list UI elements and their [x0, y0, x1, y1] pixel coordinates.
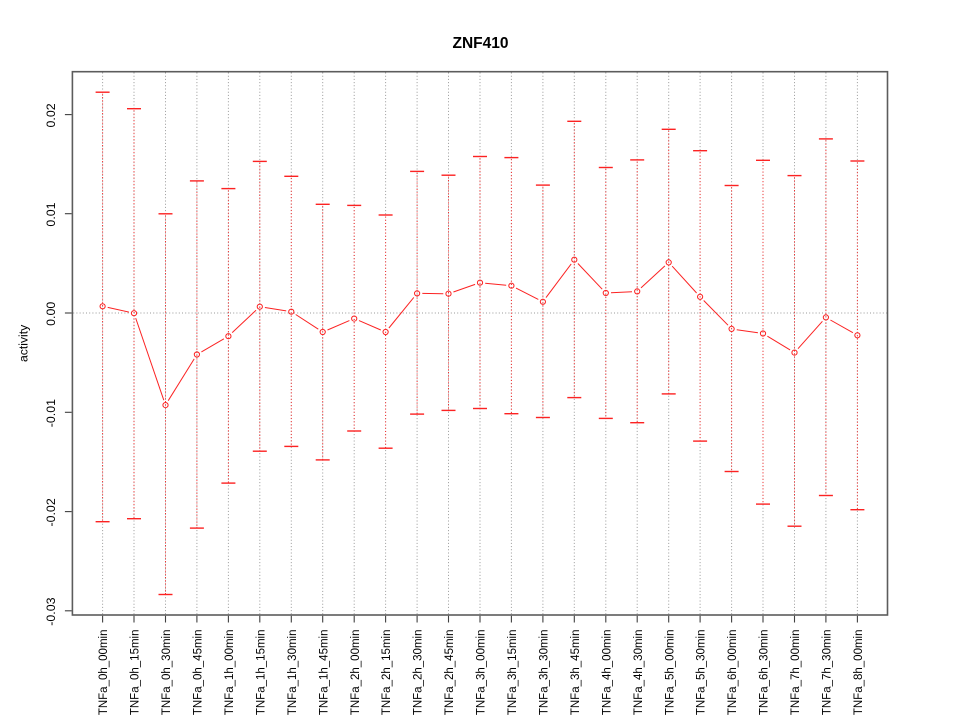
svg-text:TNFa_4h_30min: TNFa_4h_30min: [633, 630, 645, 716]
svg-text:TNFa_3h_30min: TNFa_3h_30min: [539, 630, 551, 716]
svg-text:TNFa_3h_15min: TNFa_3h_15min: [507, 630, 519, 716]
svg-text:TNFa_1h_15min: TNFa_1h_15min: [255, 630, 267, 716]
svg-text:TNFa_7h_30min: TNFa_7h_30min: [822, 630, 834, 716]
svg-text:TNFa_1h_30min: TNFa_1h_30min: [287, 630, 299, 716]
svg-text:TNFa_0h_30min: TNFa_0h_30min: [161, 630, 173, 716]
svg-text:TNFa_6h_00min: TNFa_6h_00min: [727, 630, 739, 716]
svg-text:TNFa_3h_45min: TNFa_3h_45min: [570, 630, 582, 716]
svg-text:TNFa_7h_00min: TNFa_7h_00min: [790, 630, 802, 716]
svg-text:TNFa_3h_00min: TNFa_3h_00min: [476, 630, 488, 716]
svg-text:TNFa_2h_30min: TNFa_2h_30min: [413, 630, 425, 716]
svg-text:TNFa_4h_00min: TNFa_4h_00min: [601, 630, 613, 716]
svg-text:0.01: 0.01: [44, 202, 58, 226]
svg-text:TNFa_0h_15min: TNFa_0h_15min: [130, 630, 142, 716]
svg-text:TNFa_1h_00min: TNFa_1h_00min: [224, 630, 236, 716]
svg-text:-0.03: -0.03: [44, 597, 58, 625]
svg-text:-0.02: -0.02: [44, 498, 58, 526]
svg-text:TNFa_2h_00min: TNFa_2h_00min: [350, 630, 362, 716]
svg-text:0.02: 0.02: [44, 103, 58, 127]
svg-text:ZNF410: ZNF410: [453, 35, 509, 52]
svg-text:activity: activity: [17, 324, 31, 362]
svg-text:TNFa_2h_15min: TNFa_2h_15min: [381, 630, 393, 716]
svg-text:TNFa_1h_45min: TNFa_1h_45min: [318, 630, 330, 716]
svg-text:TNFa_0h_45min: TNFa_0h_45min: [193, 630, 205, 716]
svg-text:TNFa_2h_45min: TNFa_2h_45min: [444, 630, 456, 716]
svg-text:TNFa_5h_30min: TNFa_5h_30min: [696, 630, 708, 716]
svg-text:0.00: 0.00: [44, 302, 58, 326]
svg-text:TNFa_6h_30min: TNFa_6h_30min: [759, 630, 771, 716]
svg-text:TNFa_8h_00min: TNFa_8h_00min: [853, 630, 865, 716]
svg-text:-0.01: -0.01: [44, 399, 58, 427]
svg-text:TNFa_5h_00min: TNFa_5h_00min: [664, 630, 676, 716]
svg-text:TNFa_0h_00min: TNFa_0h_00min: [98, 630, 110, 716]
